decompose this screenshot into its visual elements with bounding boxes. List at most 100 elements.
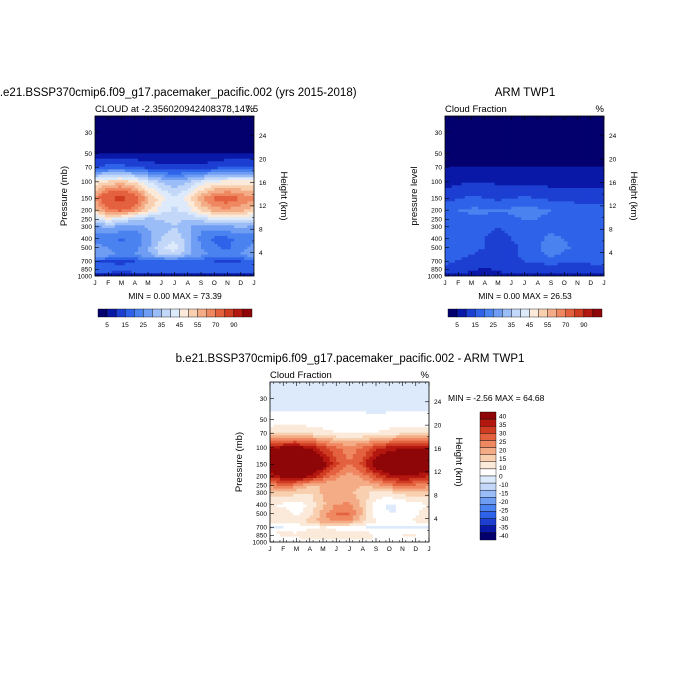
- heatmap-cell: [594, 217, 598, 221]
- heatmap-cell: [207, 164, 212, 168]
- panel-model-plot: J F M A M J J A S O N D J305070100150200250300400500…: [78, 115, 267, 287]
- heatmap-cell: [174, 254, 179, 258]
- heatmap-cell: [161, 238, 165, 242]
- heatmap-cell: [111, 164, 116, 168]
- heatmap-cell: [148, 129, 152, 133]
- colorbar-swatch: [206, 308, 216, 318]
- heatmap-cell: [464, 212, 469, 216]
- heatmap-cell: [551, 140, 555, 144]
- heatmap-cell: [194, 148, 199, 152]
- heatmap-cell: [250, 254, 254, 258]
- heatmap-cell: [114, 188, 119, 192]
- heatmap-cell: [194, 124, 199, 128]
- heatmap-cell: [210, 193, 215, 197]
- heatmap-cell: [187, 148, 192, 152]
- heatmap-cell: [128, 164, 132, 168]
- heatmap-cell: [184, 220, 189, 224]
- heatmap-cell: [551, 132, 555, 136]
- heatmap-cell: [128, 228, 132, 232]
- heatmap-cell: [524, 201, 529, 205]
- heatmap-cell: [138, 145, 142, 149]
- heatmap-cell: [197, 166, 202, 170]
- heatmap-cell: [204, 262, 209, 266]
- heatmap-cell: [184, 270, 189, 274]
- heatmap-cell: [448, 201, 453, 205]
- heatmap-cell: [580, 188, 585, 192]
- heatmap-cell: [95, 204, 99, 208]
- heatmap-cell: [498, 166, 502, 170]
- heatmap-cell: [144, 222, 149, 226]
- heatmap-cell: [184, 204, 189, 208]
- heatmap-cell: [504, 212, 509, 216]
- heatmap-cell: [167, 241, 172, 245]
- heatmap-cell: [464, 169, 469, 173]
- heatmap-cell: [587, 132, 592, 136]
- heatmap-cell: [521, 169, 525, 173]
- heatmap-cell: [131, 190, 136, 194]
- heatmap-cell: [534, 166, 539, 170]
- heatmap-cell: [224, 244, 228, 248]
- heatmap-cell: [541, 166, 545, 170]
- heatmap-cell: [247, 137, 252, 141]
- heatmap-cell: [167, 254, 172, 258]
- heatmap-cell: [580, 174, 585, 178]
- heatmap-cell: [458, 196, 462, 200]
- heatmap-cell: [484, 164, 489, 168]
- heatmap-cell: [574, 153, 578, 157]
- heatmap-cell: [244, 241, 248, 245]
- heatmap-cell: [144, 140, 149, 144]
- heatmap-cell: [574, 156, 578, 160]
- heatmap-cell: [204, 116, 209, 120]
- heatmap-cell: [580, 126, 585, 130]
- heatmap-cell: [187, 153, 192, 157]
- heatmap-cell: [474, 180, 479, 184]
- heatmap-cell: [461, 140, 466, 144]
- heatmap-cell: [141, 201, 146, 205]
- heatmap-cell: [98, 121, 103, 125]
- heatmap-cell: [151, 230, 156, 234]
- heatmap-cell: [244, 140, 248, 144]
- heatmap-cell: [104, 180, 109, 184]
- heatmap-cell: [514, 169, 519, 173]
- heatmap-cell: [494, 169, 499, 173]
- heatmap-cell: [167, 132, 172, 136]
- heatmap-cell: [537, 206, 542, 210]
- heatmap-cell: [201, 145, 205, 149]
- heatmap-cell: [244, 180, 248, 184]
- heatmap-cell: [134, 230, 139, 234]
- heatmap-cell: [544, 172, 549, 176]
- heatmap-cell: [501, 174, 506, 178]
- heatmap-cell: [511, 180, 515, 184]
- heatmap-cell: [187, 198, 192, 202]
- heatmap-cell: [494, 212, 499, 216]
- heatmap-cell: [534, 148, 539, 152]
- heatmap-cell: [201, 193, 205, 197]
- heatmap-cell: [464, 153, 469, 157]
- heatmap-cell: [131, 201, 136, 205]
- heatmap-cell: [104, 156, 109, 160]
- heatmap-cell: [174, 132, 179, 136]
- heatmap-cell: [171, 262, 175, 266]
- heatmap-cell: [197, 142, 202, 146]
- heatmap-cell: [134, 177, 139, 181]
- y-tick-label: 100: [81, 179, 92, 186]
- heatmap-cell: [474, 153, 479, 157]
- heatmap-cell: [451, 182, 456, 186]
- heatmap-cell: [580, 137, 585, 141]
- heatmap-cell: [194, 201, 199, 205]
- heatmap-cell: [187, 228, 192, 232]
- heatmap-cell: [108, 116, 112, 120]
- heatmap-cell: [214, 180, 218, 184]
- heatmap-cell: [184, 238, 189, 242]
- heatmap-cell: [177, 129, 182, 133]
- heatmap-cell: [121, 169, 126, 173]
- heatmap-cell: [237, 137, 242, 141]
- heatmap-cell: [557, 137, 562, 141]
- heatmap-cell: [511, 193, 515, 197]
- heatmap-cell: [461, 132, 466, 136]
- heatmap-cell: [504, 166, 509, 170]
- heatmap-cell: [514, 126, 519, 130]
- heatmap-cell: [220, 132, 225, 136]
- heatmap-cell: [121, 148, 126, 152]
- heatmap-cell: [184, 158, 189, 162]
